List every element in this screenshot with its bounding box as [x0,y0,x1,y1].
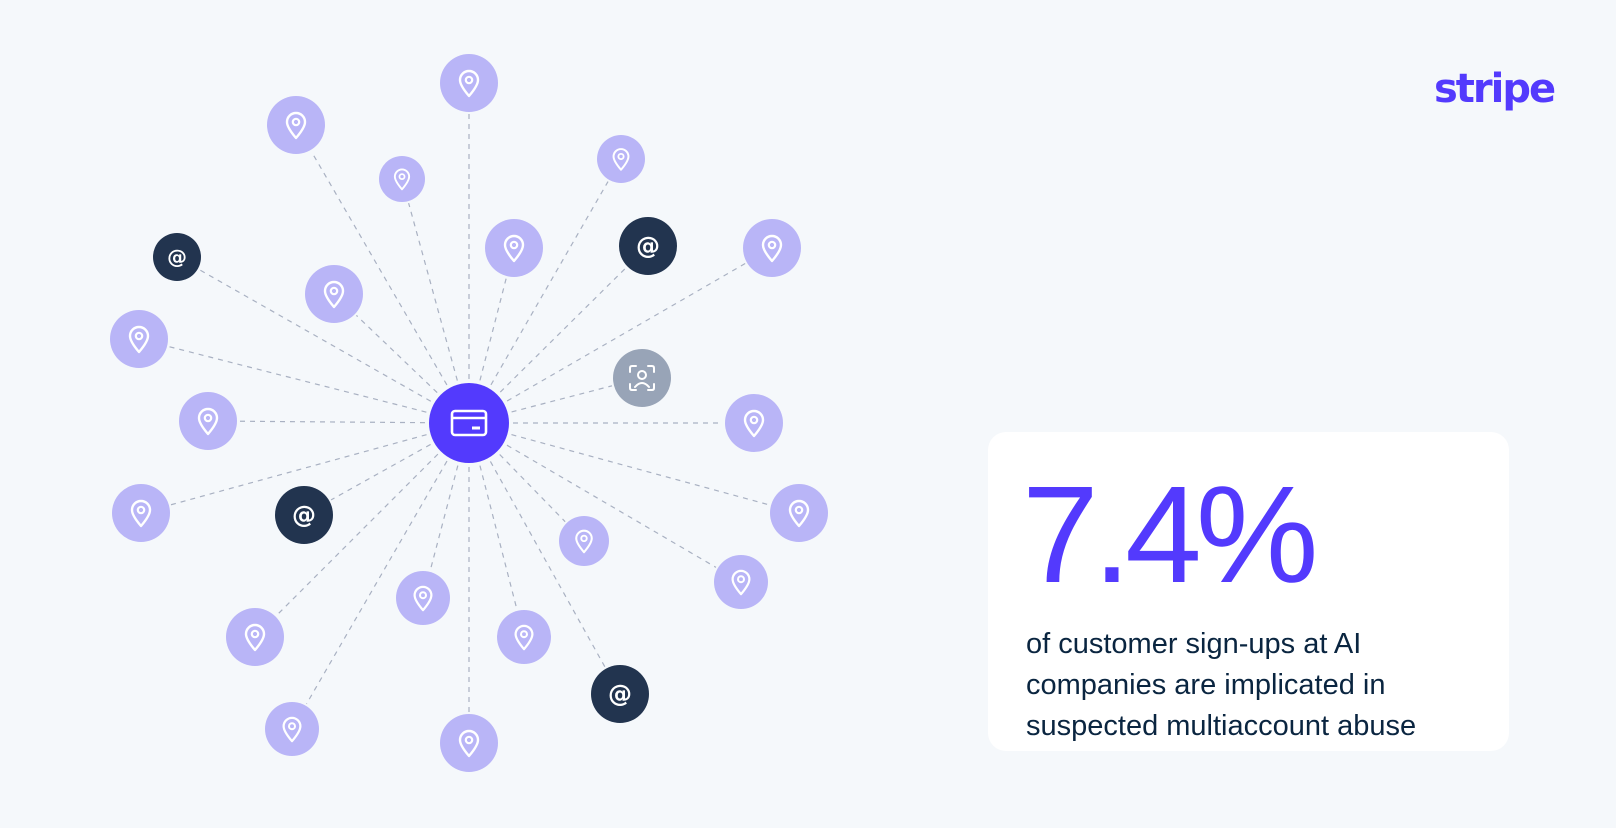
location-pin-icon [458,729,480,758]
location-pin-icon [128,325,150,354]
location-pin-icon [575,529,593,554]
location-node [743,219,801,277]
email-node: @ [619,217,677,275]
at-sign-icon: @ [167,246,187,269]
connection-line [311,151,448,386]
connection-line [499,454,566,523]
connection-line [479,277,507,381]
location-node [440,54,498,112]
location-node [267,96,325,154]
stat-description: of customer sign-ups at AI companies are… [1026,628,1417,742]
location-node [497,610,551,664]
location-node [440,714,498,772]
location-pin-icon [514,624,534,651]
location-pin-icon [731,569,751,596]
center-payment-node [429,383,509,463]
connection-line [168,346,427,413]
identity-node [613,349,671,407]
connection-line [199,269,432,402]
location-node [265,702,319,756]
location-pin-icon [413,585,433,612]
stripe-logo: stripe [1434,66,1556,112]
location-pin-icon [323,280,345,309]
at-sign-icon: @ [608,680,632,708]
location-pin-icon [743,409,765,438]
credit-card-icon [450,409,488,437]
location-pin-icon [393,168,411,191]
location-pin-icon [197,407,219,436]
connection-line [499,267,627,393]
connection-line [506,444,717,568]
location-node [379,156,425,202]
connection-line [429,465,459,571]
connection-line [238,420,426,424]
location-node [396,571,450,625]
connection-line [408,202,458,381]
location-pin-icon [458,69,480,98]
connection-line [479,465,518,610]
location-pin-icon [612,148,630,171]
location-node [714,555,768,609]
connection-line [511,433,770,506]
location-node [485,219,543,277]
stat-card: 7.4% of customer sign-ups at AI companie… [988,432,1509,751]
location-node [597,135,645,183]
connection-lines [168,114,770,712]
location-pin-icon [285,111,307,140]
location-node [559,516,609,566]
location-node [112,484,170,542]
location-node [226,608,284,666]
location-node [179,392,237,450]
connection-line [330,443,431,501]
location-node [110,310,168,368]
face-id-icon [629,365,655,391]
location-node [305,265,363,323]
at-sign-icon: @ [292,501,316,529]
connection-line [511,385,613,413]
location-pin-icon [761,234,783,263]
connection-line [170,434,427,506]
location-pin-icon [244,623,266,652]
connection-line [355,314,438,394]
location-node [770,484,828,542]
email-node: @ [591,665,649,723]
location-pin-icon [282,716,302,743]
location-pin-icon [130,499,152,528]
stat-value: 7.4% [1022,458,1319,612]
location-node [725,394,783,452]
location-pin-icon [788,499,810,528]
at-sign-icon: @ [636,232,660,260]
email-node: @ [275,486,333,544]
location-pin-icon [503,234,525,263]
connection-line [306,460,448,705]
email-node: @ [153,233,201,281]
connection-line [490,181,609,386]
connection-line [276,453,439,616]
